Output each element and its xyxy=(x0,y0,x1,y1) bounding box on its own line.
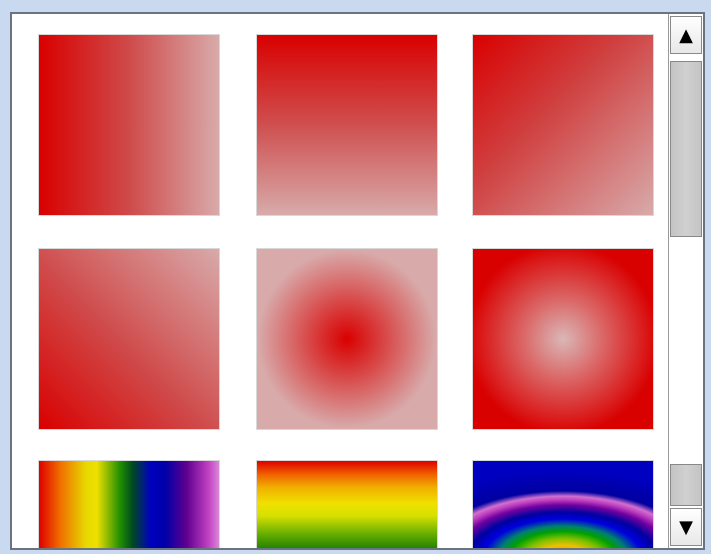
gradient-swatch-linear-left-to-right[interactable] xyxy=(38,34,220,216)
vertical-scrollbar[interactable]: ▲ ▼ xyxy=(668,14,703,548)
gradient-swatch-linear-top-to-bottom[interactable] xyxy=(256,34,438,216)
gradient-swatch-linear-diagonal-top-left[interactable] xyxy=(472,34,654,216)
scrollbar-lower-segment xyxy=(670,464,702,506)
gradient-swatch-rainbow-horizontal[interactable] xyxy=(38,460,220,548)
scroll-up-button[interactable]: ▲ xyxy=(670,16,702,54)
gradient-swatch-radial-red-center[interactable] xyxy=(256,248,438,430)
gradient-gallery-panel: ▲ ▼ xyxy=(10,12,705,550)
gradient-swatch-rainbow-arc[interactable] xyxy=(472,460,654,548)
up-arrow-icon: ▲ xyxy=(679,24,693,46)
scroll-down-button[interactable]: ▼ xyxy=(670,508,702,546)
gradient-swatch-rainbow-vertical[interactable] xyxy=(256,460,438,548)
gradient-swatch-linear-diagonal-bottom-left[interactable] xyxy=(38,248,220,430)
scrollbar-track[interactable] xyxy=(670,56,702,506)
gradient-swatch-radial-light-center[interactable] xyxy=(472,248,654,430)
gradient-gallery xyxy=(12,14,670,548)
down-arrow-icon: ▼ xyxy=(679,516,693,538)
scrollbar-thumb[interactable] xyxy=(670,61,702,237)
